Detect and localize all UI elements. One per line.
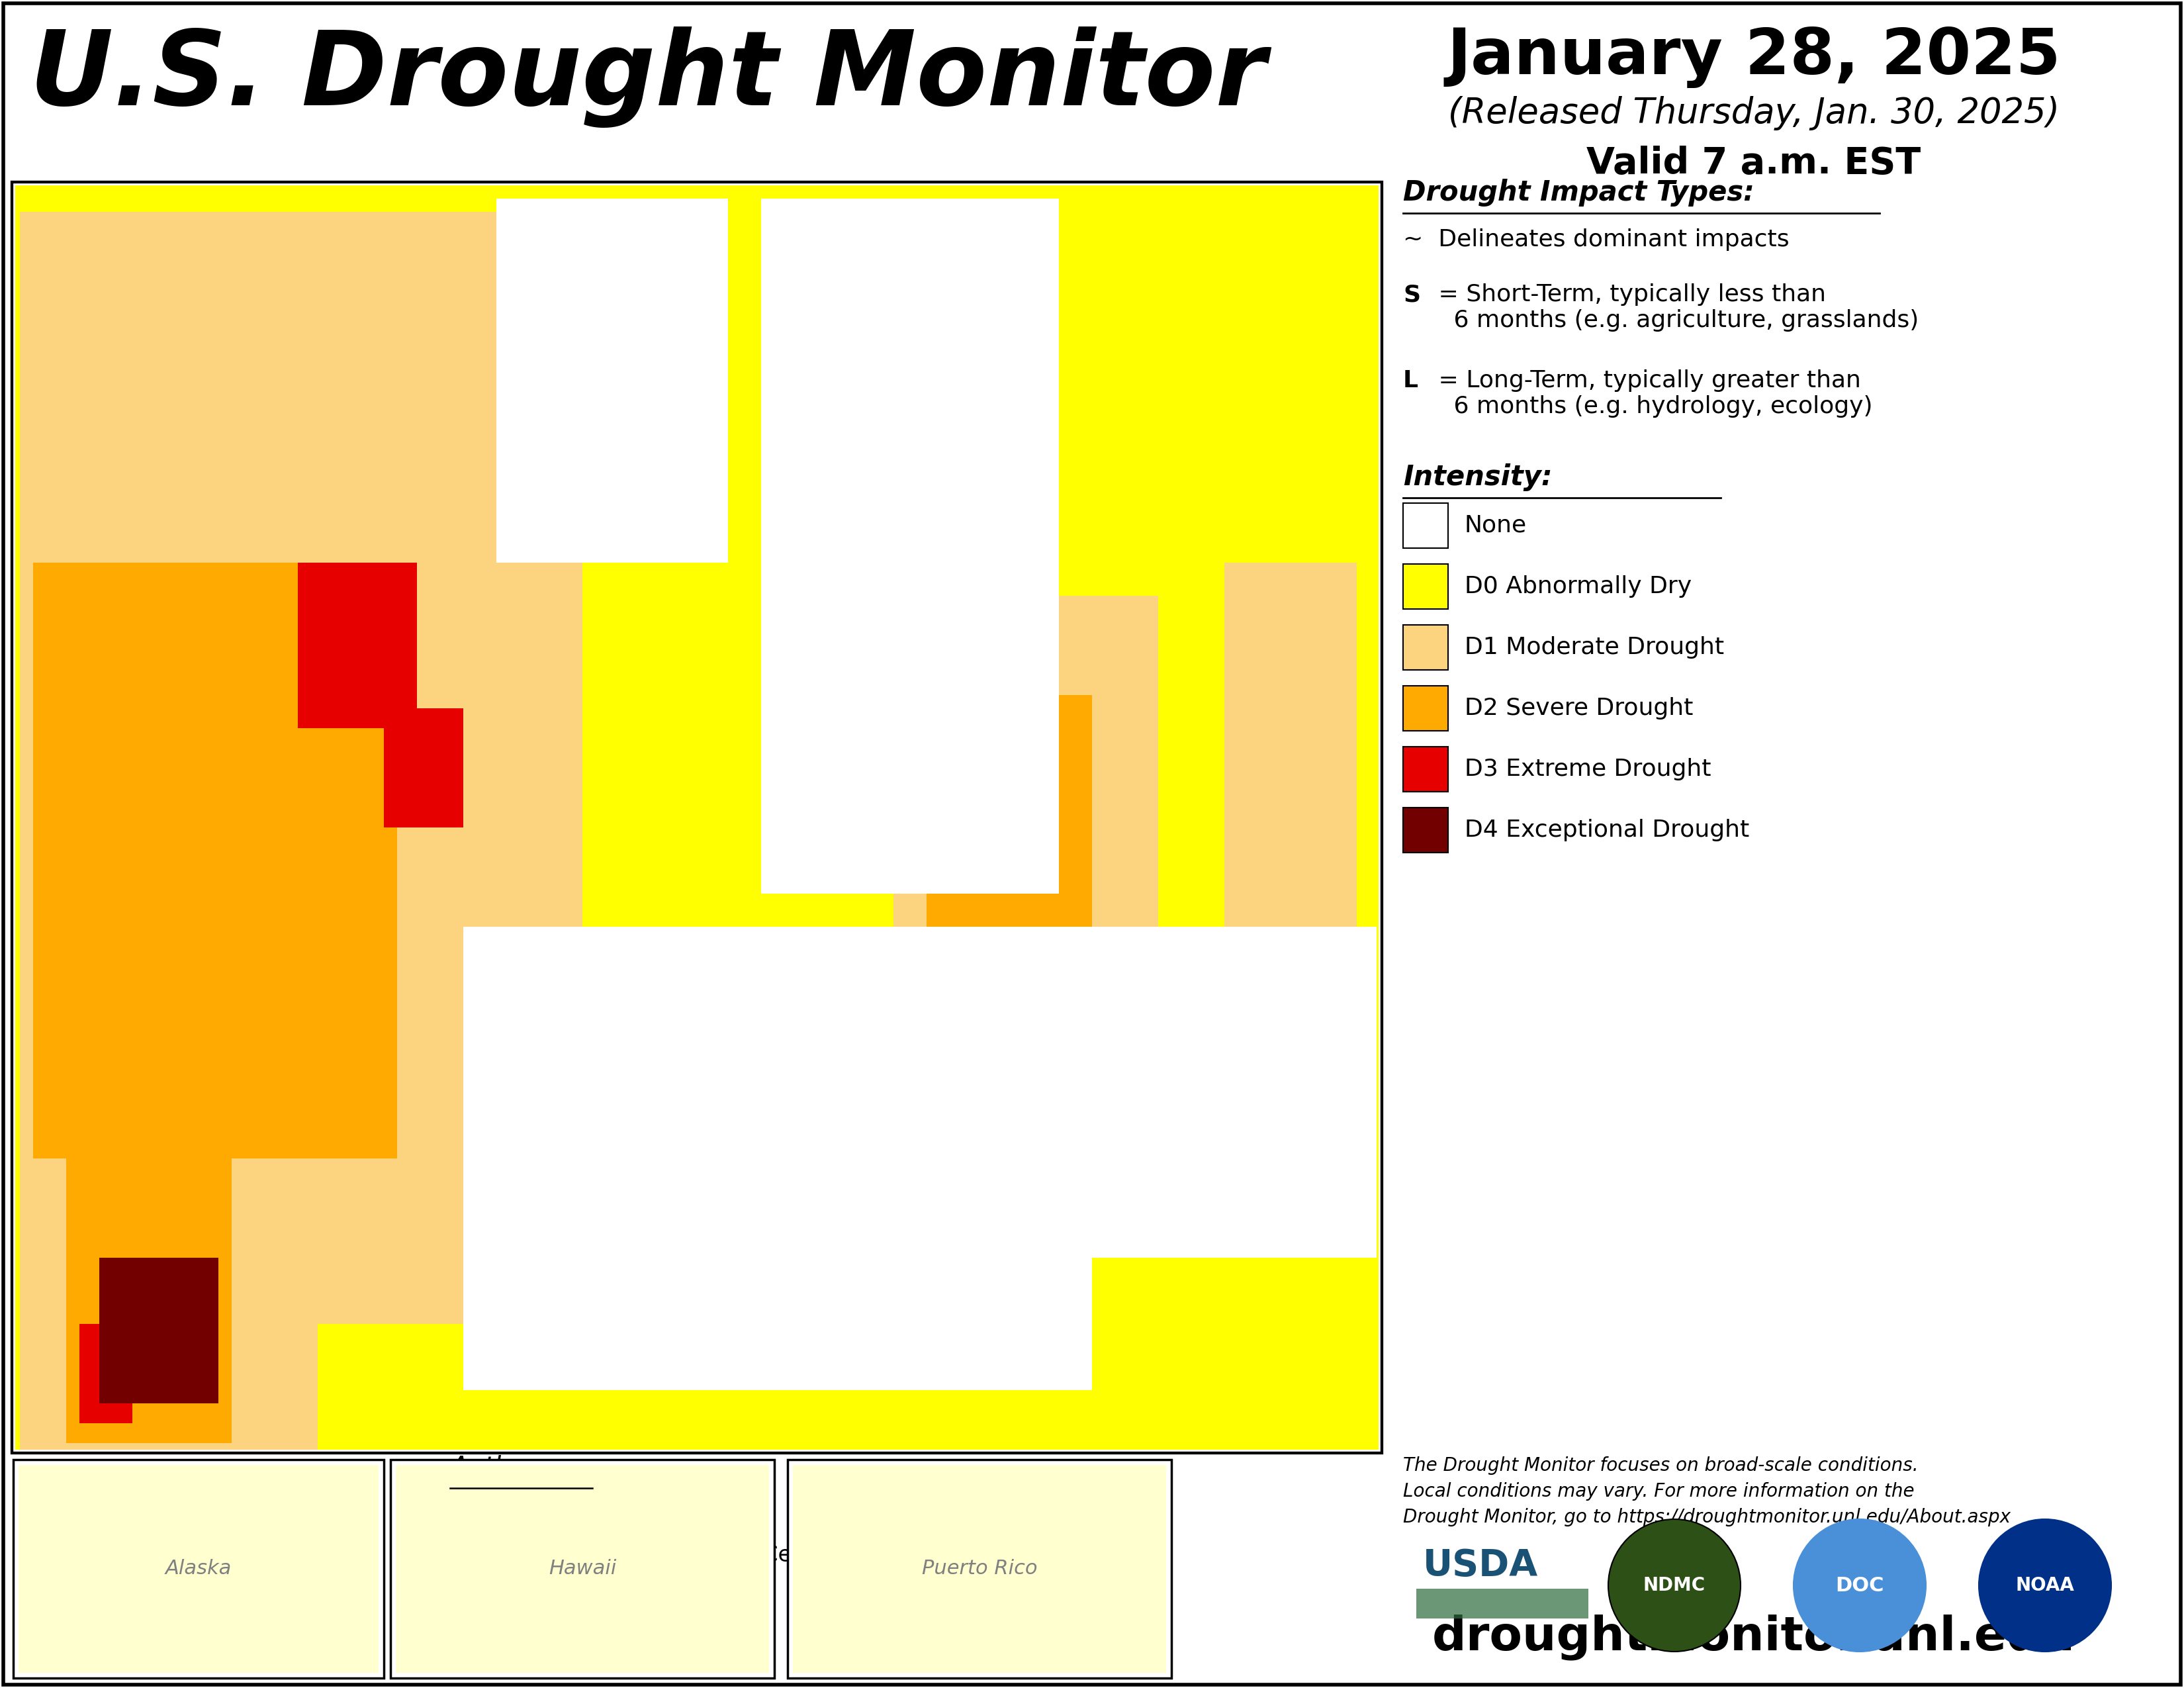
Text: DOC: DOC	[1835, 1577, 1885, 1595]
Text: D0 Abnormally Dry: D0 Abnormally Dry	[1465, 576, 1693, 598]
Text: USDA: USDA	[1424, 1548, 1538, 1583]
Bar	[11, 182, 1382, 1453]
Text: = Long-Term, typically greater than
   6 months (e.g. hydrology, ecology): = Long-Term, typically greater than 6 mo…	[1431, 370, 1872, 419]
Bar	[788, 1460, 1171, 1678]
Text: Hawaii: Hawaii	[548, 1560, 616, 1578]
Bar	[760, 199, 1059, 893]
Text: ~  Delineates dominant impacts: ~ Delineates dominant impacts	[1402, 228, 1789, 252]
Bar	[11, 182, 1382, 1453]
Bar	[1402, 625, 1448, 670]
Text: S: S	[1402, 284, 1420, 306]
Bar	[33, 562, 397, 1158]
Bar	[1402, 564, 1448, 609]
Bar	[20, 211, 583, 1323]
Text: D2 Severe Drought: D2 Severe Drought	[1465, 697, 1693, 719]
Text: droughtmonitor.unl.edu: droughtmonitor.unl.edu	[1433, 1614, 2075, 1661]
Bar	[66, 1144, 232, 1443]
Bar	[297, 562, 417, 728]
Bar	[926, 695, 1092, 993]
Text: U.S. Drought Monitor: U.S. Drought Monitor	[31, 27, 1267, 128]
Text: = Short-Term, typically less than
   6 months (e.g. agriculture, grasslands): = Short-Term, typically less than 6 mont…	[1431, 284, 1920, 333]
Bar	[391, 1460, 775, 1678]
Text: Brian Fuchs: Brian Fuchs	[450, 1496, 598, 1521]
Bar	[98, 1258, 218, 1403]
Bar	[15, 186, 1378, 1450]
Text: Intensity:: Intensity:	[1402, 464, 1553, 491]
Circle shape	[1607, 1519, 1741, 1651]
Text: The Drought Monitor focuses on broad-scale conditions.
Local conditions may vary: The Drought Monitor focuses on broad-sca…	[1402, 1457, 2011, 1526]
Bar	[1402, 503, 1448, 549]
Text: D3 Extreme Drought: D3 Extreme Drought	[1465, 758, 1710, 780]
Bar	[17, 1465, 378, 1673]
Bar	[793, 1465, 1166, 1673]
Circle shape	[1979, 1519, 2112, 1651]
Text: NOAA: NOAA	[2016, 1577, 2075, 1595]
Bar	[463, 927, 1092, 1391]
Bar	[496, 199, 727, 562]
Text: Alaska: Alaska	[166, 1560, 232, 1578]
Bar	[395, 1465, 769, 1673]
Bar	[1092, 927, 1376, 1258]
Bar	[20, 1119, 317, 1450]
Text: NDMC: NDMC	[1642, 1577, 1706, 1595]
Bar	[609, 1158, 775, 1357]
Text: D4 Exceptional Drought: D4 Exceptional Drought	[1465, 819, 1749, 841]
Text: Puerto Rico: Puerto Rico	[922, 1560, 1037, 1578]
Text: (Released Thursday, Jan. 30, 2025): (Released Thursday, Jan. 30, 2025)	[1448, 96, 2060, 130]
Text: Valid 7 a.m. EST: Valid 7 a.m. EST	[1586, 145, 1922, 181]
Bar	[893, 596, 1158, 1026]
Bar	[13, 1460, 384, 1678]
Text: D1 Moderate Drought: D1 Moderate Drought	[1465, 636, 1723, 658]
Bar	[79, 1323, 133, 1423]
Text: Author:: Author:	[450, 1455, 546, 1480]
Bar	[1225, 562, 1356, 927]
Bar	[1415, 1588, 1588, 1619]
Text: None: None	[1465, 515, 1527, 537]
Text: L: L	[1402, 370, 1417, 392]
Bar	[1402, 807, 1448, 852]
Text: National Drought Mitigation Center: National Drought Mitigation Center	[450, 1545, 836, 1566]
Bar	[1402, 746, 1448, 792]
Bar	[1402, 685, 1448, 731]
Circle shape	[1793, 1519, 1926, 1651]
Bar	[384, 709, 463, 827]
Text: January 28, 2025: January 28, 2025	[1446, 27, 2062, 88]
Text: Drought Impact Types:: Drought Impact Types:	[1402, 179, 1754, 206]
